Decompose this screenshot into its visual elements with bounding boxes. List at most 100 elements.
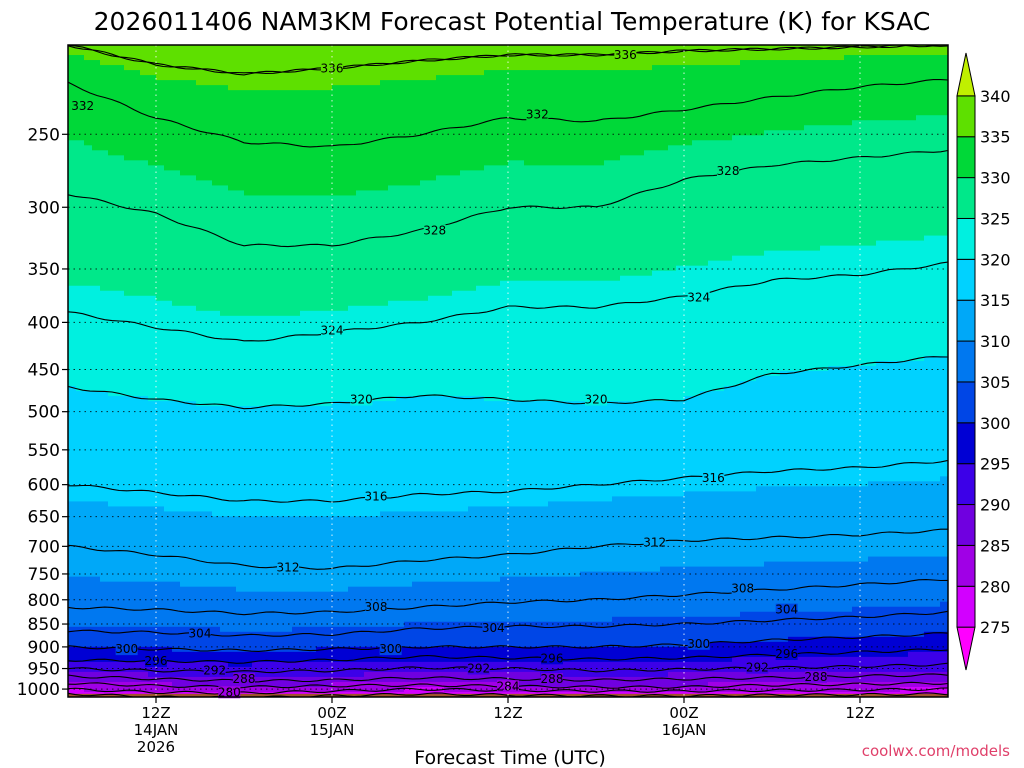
theta-cell [164, 190, 173, 197]
theta-cell [276, 606, 285, 613]
theta-cell [212, 481, 221, 487]
theta-cell [348, 556, 357, 563]
theta-cell [276, 646, 285, 653]
theta-cell [292, 621, 301, 628]
theta-cell [316, 355, 325, 362]
theta-cell [364, 536, 373, 543]
theta-cell [180, 205, 189, 212]
theta-cell [68, 50, 77, 56]
theta-cell [236, 571, 245, 578]
theta-cell [292, 656, 301, 663]
theta-cell [308, 441, 317, 447]
theta-cell [340, 310, 349, 317]
theta-cell [196, 566, 205, 573]
theta-cell [84, 451, 93, 457]
theta-cell [268, 135, 277, 141]
theta-cell [244, 571, 253, 578]
theta-cell [348, 170, 357, 176]
theta-cell [364, 531, 373, 538]
theta-cell [228, 476, 237, 482]
theta-cell [140, 611, 149, 618]
theta-cell [284, 215, 293, 222]
theta-cell [324, 616, 333, 623]
theta-cell [356, 115, 365, 121]
theta-cell [268, 240, 277, 247]
theta-cell [324, 511, 333, 518]
theta-cell [364, 406, 373, 412]
theta-cell [292, 606, 301, 613]
theta-cell [308, 360, 317, 367]
theta-cell [100, 666, 109, 673]
theta-cell [300, 556, 309, 563]
theta-cell [188, 55, 197, 61]
theta-cell [332, 310, 341, 317]
theta-cell [244, 566, 253, 573]
theta-cell [292, 255, 301, 262]
theta-cell [308, 55, 317, 61]
theta-cell [324, 310, 333, 317]
theta-cell [132, 511, 141, 518]
theta-cell [268, 355, 277, 362]
theta-cell [300, 486, 309, 492]
theta-cell [196, 300, 205, 307]
theta-cell [188, 611, 197, 618]
theta-cell [244, 315, 253, 322]
theta-cell [244, 115, 253, 121]
theta-cell [268, 461, 277, 467]
theta-cell [148, 541, 157, 548]
theta-cell [156, 330, 165, 337]
theta-cell [196, 681, 205, 688]
theta-cell [332, 641, 341, 648]
theta-cell [332, 250, 341, 257]
theta-cell [164, 456, 173, 462]
theta-cell [348, 55, 357, 61]
theta-cell [372, 140, 381, 146]
theta-cell [356, 651, 365, 658]
theta-cell [300, 300, 309, 307]
theta-cell [236, 521, 245, 528]
theta-cell [76, 686, 85, 693]
theta-cell [84, 225, 93, 232]
theta-cell [220, 621, 229, 628]
theta-cell [84, 335, 93, 342]
theta-cell [68, 446, 77, 452]
theta-cell [108, 561, 117, 568]
theta-cell [68, 371, 77, 377]
theta-cell [268, 466, 277, 472]
theta-cell [92, 391, 101, 397]
theta-cell [292, 80, 301, 86]
theta-cell [148, 521, 157, 528]
theta-cell [220, 290, 229, 297]
theta-cell [212, 300, 221, 307]
theta-cell [268, 476, 277, 482]
theta-cell [348, 255, 357, 262]
theta-cell [260, 636, 269, 643]
theta-cell [212, 376, 221, 382]
theta-cell [84, 501, 93, 508]
theta-cell [252, 556, 261, 563]
theta-cell [188, 245, 197, 252]
theta-cell [100, 225, 109, 232]
theta-cell [108, 401, 117, 407]
theta-cell [244, 646, 253, 653]
theta-cell [68, 436, 77, 442]
theta-cell [228, 641, 237, 648]
theta-cell [172, 230, 181, 237]
theta-cell [300, 511, 309, 518]
theta-cell [276, 671, 285, 678]
theta-cell [308, 255, 317, 262]
theta-cell [260, 175, 269, 182]
theta-cell [276, 521, 285, 528]
theta-cell [220, 441, 229, 447]
theta-cell [332, 581, 341, 588]
theta-cell [348, 360, 357, 367]
theta-cell [100, 125, 109, 131]
theta-cell [348, 165, 357, 171]
theta-cell [332, 305, 341, 312]
theta-cell [268, 260, 277, 267]
theta-cell [284, 496, 293, 502]
theta-cell [364, 556, 373, 563]
theta-cell [236, 651, 245, 658]
theta-cell [164, 330, 173, 337]
